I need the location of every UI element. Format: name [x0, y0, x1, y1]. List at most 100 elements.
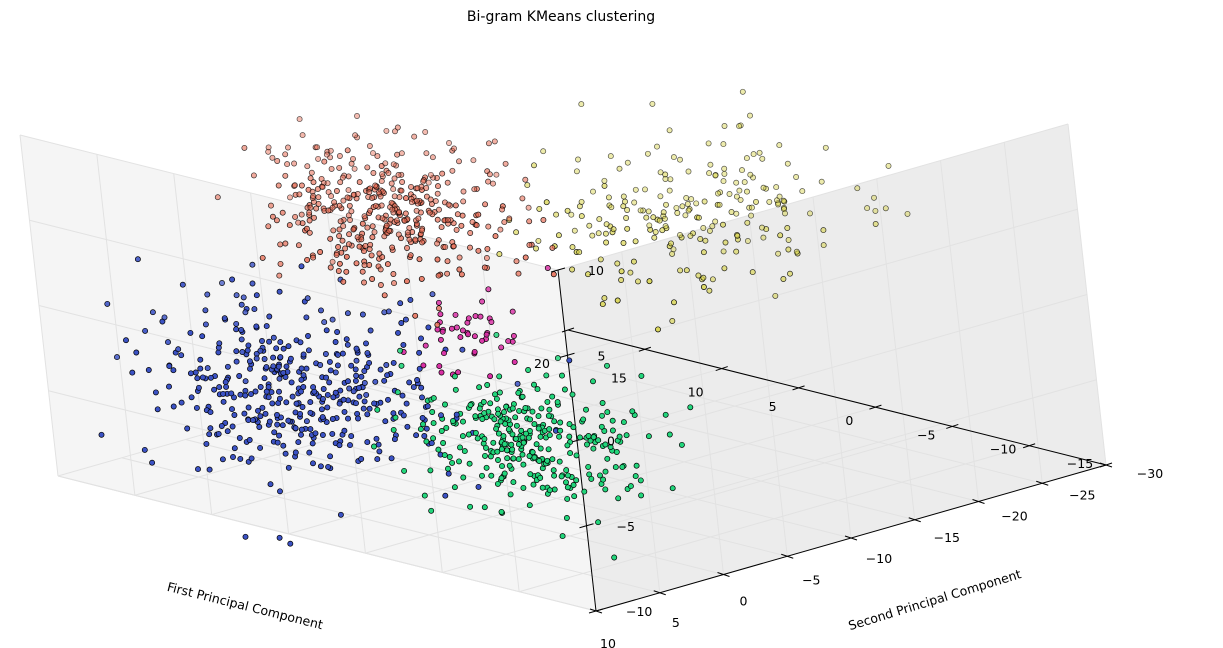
data-point: [491, 138, 498, 145]
data-point: [230, 454, 236, 460]
data-point: [298, 182, 305, 189]
data-point: [669, 485, 676, 492]
data-point: [543, 199, 550, 206]
data-point: [345, 378, 351, 385]
data-point: [266, 418, 273, 425]
data-point: [459, 346, 466, 353]
data-point: [604, 362, 610, 369]
data-point: [275, 363, 282, 370]
x-axis-line: [567, 329, 1107, 466]
data-point: [556, 433, 563, 440]
data-point: [377, 366, 384, 373]
data-point: [620, 193, 627, 200]
data-point: [491, 416, 498, 423]
data-point: [236, 373, 243, 379]
data-point: [248, 391, 254, 398]
data-point: [379, 215, 386, 222]
data-point: [233, 292, 240, 299]
data-point: [257, 413, 264, 420]
data-point: [406, 236, 413, 243]
data-point: [282, 240, 289, 247]
data-point: [204, 291, 211, 298]
data-point: [749, 269, 756, 276]
data-point: [187, 370, 194, 377]
data-point: [242, 392, 249, 399]
data-point: [760, 234, 767, 241]
data-point: [277, 260, 284, 267]
data-point: [775, 201, 782, 208]
data-point: [382, 160, 389, 167]
z-tick-label: −5: [617, 519, 635, 534]
data-point: [520, 439, 527, 446]
data-point: [249, 261, 256, 268]
data-point: [145, 367, 152, 373]
data-point: [581, 488, 588, 495]
data-point: [444, 270, 451, 277]
data-point: [397, 347, 404, 354]
data-point: [527, 471, 534, 478]
data-point: [412, 236, 419, 243]
data-point: [98, 431, 105, 438]
data-point: [364, 439, 371, 446]
data-point: [231, 394, 237, 401]
data-point: [590, 188, 596, 195]
data-point: [459, 212, 466, 219]
data-point: [179, 281, 186, 288]
data-point: [377, 266, 384, 273]
data-point: [285, 144, 291, 151]
data-point: [325, 207, 332, 214]
data-point: [743, 155, 750, 162]
data-point: [760, 184, 767, 191]
data-point: [300, 384, 307, 390]
data-point: [336, 153, 343, 159]
data-point: [705, 140, 712, 147]
data-point: [354, 410, 361, 417]
data-point: [472, 413, 479, 420]
data-point: [531, 162, 537, 169]
data-point: [390, 359, 397, 366]
data-point: [297, 339, 304, 346]
data-point: [430, 435, 437, 442]
data-point: [442, 492, 449, 499]
data-point: [298, 388, 304, 395]
data-point: [266, 338, 273, 345]
data-point: [299, 132, 306, 139]
data-point: [274, 412, 280, 418]
data-point: [629, 408, 636, 415]
data-point: [465, 331, 471, 338]
data-point: [773, 184, 780, 191]
data-point: [776, 193, 783, 200]
data-point: [318, 406, 325, 413]
data-point: [385, 396, 391, 403]
data-point: [605, 194, 612, 201]
data-point: [522, 176, 529, 183]
data-point: [423, 425, 430, 432]
data-point: [583, 406, 589, 413]
data-point: [353, 400, 359, 407]
data-point: [346, 231, 353, 238]
data-point: [511, 359, 518, 365]
data-point: [784, 160, 791, 167]
x-tick-label: 10: [688, 385, 704, 400]
data-point: [391, 280, 397, 287]
data-point: [165, 339, 171, 346]
data-point: [458, 271, 465, 278]
data-point: [371, 229, 378, 236]
data-point: [282, 151, 289, 158]
data-point: [716, 201, 723, 208]
data-point: [388, 199, 395, 206]
data-point: [601, 177, 608, 184]
data-point: [493, 425, 500, 432]
data-point: [660, 209, 667, 216]
data-point: [330, 394, 337, 401]
data-point: [493, 395, 500, 402]
data-point: [504, 447, 510, 454]
data-point: [777, 232, 784, 239]
data-point: [263, 323, 270, 330]
data-point: [627, 483, 634, 490]
data-point: [510, 455, 517, 462]
data-point: [500, 433, 507, 440]
data-point: [569, 266, 576, 273]
data-point: [496, 389, 503, 396]
data-point: [249, 280, 256, 287]
